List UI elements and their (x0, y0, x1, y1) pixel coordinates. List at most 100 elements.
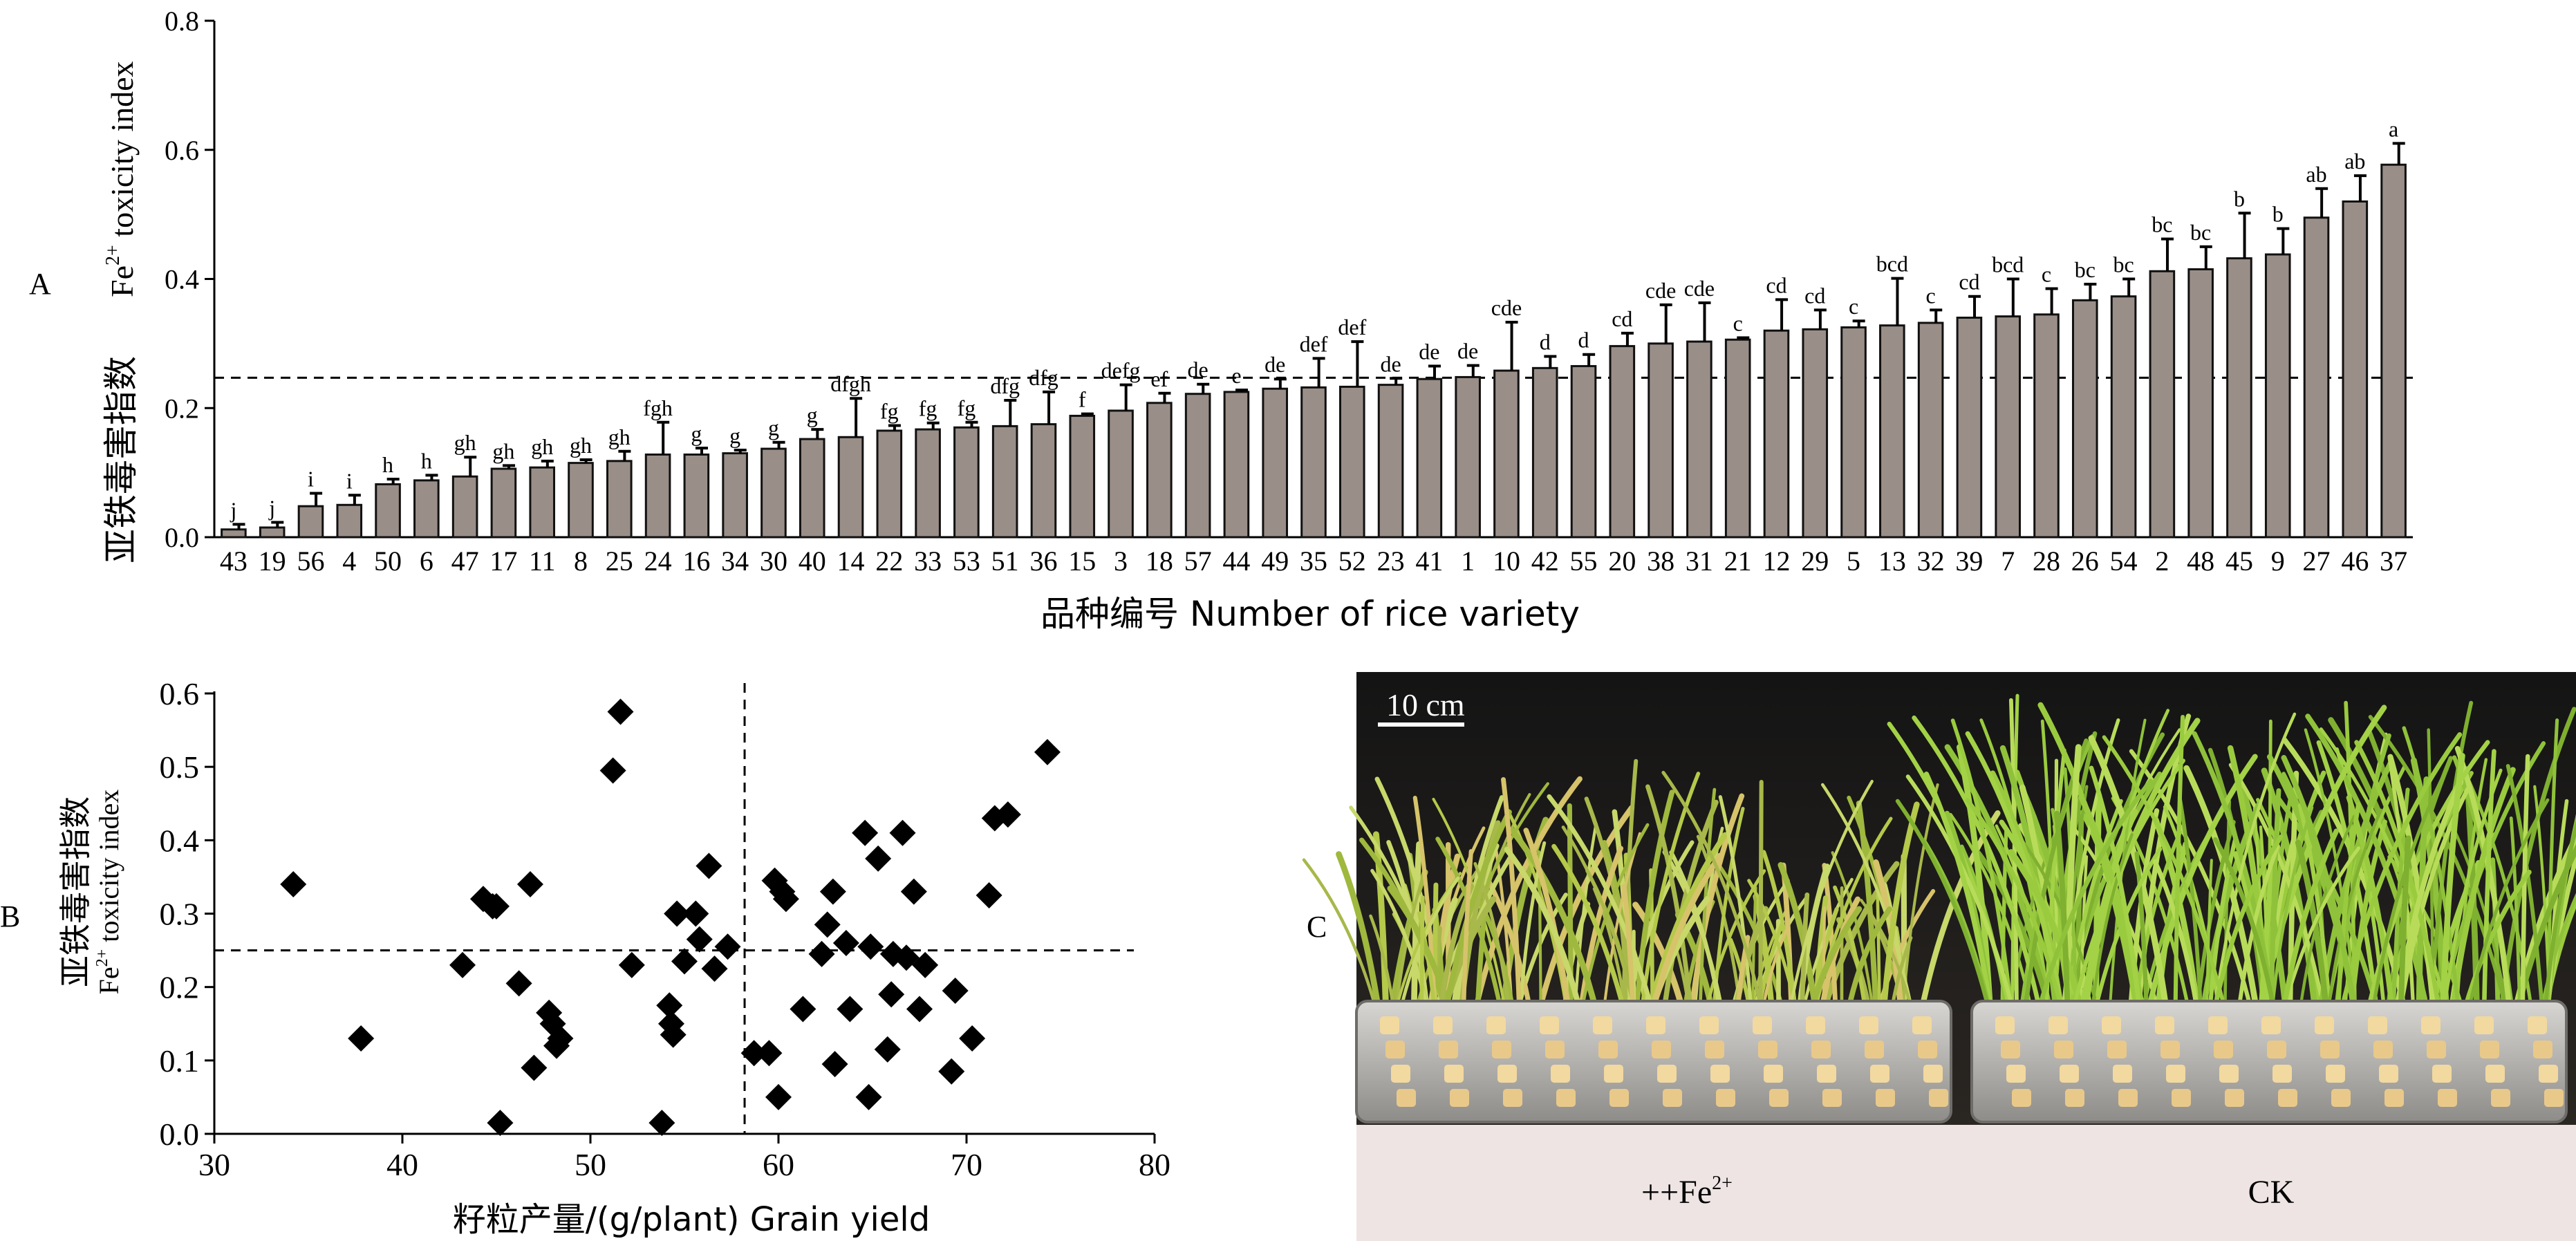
seedling-plug (2166, 1065, 2185, 1083)
panel-a-bar (568, 462, 594, 539)
panel-a-significance-letter: b (2272, 202, 2284, 227)
panel-b-point (280, 871, 307, 898)
panel-b-x-tick-label: 70 (951, 1147, 982, 1182)
panel-a-significance-letter: cd (1959, 270, 1979, 295)
seedling-plug (1646, 1016, 1665, 1034)
panel-b-ylabel-cn: 亚铁毒害指数 (57, 796, 94, 987)
panel-a-x-tick-label: 41 (1415, 545, 1443, 577)
panel-label-a: A (29, 267, 51, 301)
panel-b-point (976, 881, 1002, 908)
panel-b-point (772, 886, 799, 913)
panel-b-point (808, 940, 835, 967)
seedling-plug (2172, 1089, 2191, 1107)
seedling-plug (2225, 1089, 2244, 1107)
panel-a-significance-letter: de (1188, 357, 1208, 382)
seedling-plug (1609, 1089, 1629, 1107)
seedling-plug (2320, 1041, 2340, 1058)
seedling-plug (1380, 1016, 1399, 1034)
panel-a-bar (451, 475, 478, 539)
seedling-plug (1705, 1041, 1724, 1058)
seedling-plug (2118, 1089, 2138, 1107)
panel-b-point (832, 929, 859, 956)
panel-a-significance-letter: dfg (1029, 365, 1058, 390)
panel-b-point (487, 1110, 514, 1137)
panel-a-x-tick-label: 54 (2110, 545, 2138, 577)
panel-b-x-tick-label: 60 (763, 1147, 794, 1182)
seedling-plug (1486, 1016, 1506, 1034)
panel-a-bar (722, 452, 748, 539)
panel-a-x-tick-label: 26 (2071, 545, 2099, 577)
panel-a-bar (1531, 366, 1558, 539)
panel-b-point (1034, 738, 1061, 765)
panel-a-x-tick-label: 7 (2001, 545, 2015, 577)
panel-b-point (660, 1021, 687, 1048)
panel-a-significance-letter: de (1457, 339, 1478, 364)
seedling-leaf (2140, 754, 2258, 1038)
panel-a-significance-letter: cde (1684, 276, 1715, 301)
panel-a-ylabel-en: Fe2+ toxicity index (102, 61, 140, 297)
panel-a-bar (2110, 295, 2137, 539)
panel-a-bar (2264, 253, 2291, 539)
panel-a-x-tick-label: 16 (682, 545, 710, 577)
panel-a-x-tick-label: 12 (1762, 545, 1790, 577)
panel-a-bar (606, 460, 633, 539)
panel-b-point (714, 933, 741, 960)
seedling-plug (1753, 1016, 1772, 1034)
seedling-leaf (1645, 784, 1695, 1027)
panel-a-bar (2187, 268, 2214, 539)
panel-b-point (656, 992, 683, 1019)
panel-a-significance-letter: bc (2152, 212, 2172, 237)
seedling-plug (1540, 1016, 1559, 1034)
panel-a-y-tick-label: 0.4 (165, 264, 199, 295)
seedling-leaf (1661, 770, 1765, 1019)
panel-a-bar (1917, 321, 1944, 539)
panel-b-point (857, 933, 884, 960)
panel-a-significance-letter: bcd (1876, 252, 1908, 277)
panel-a-significance-letter: def (1300, 331, 1328, 356)
panel-a-significance-letter: ab (2344, 149, 2365, 174)
panel-a-bar (837, 436, 864, 539)
seedling-plug (2219, 1065, 2239, 1083)
panel-a-x-tick-label: 44 (1222, 545, 1250, 577)
panel-a-bar (1724, 338, 1751, 539)
panel-b-point (852, 819, 879, 846)
panel-a-significance-letter: a (2389, 116, 2398, 141)
seedling-leaf (2173, 714, 2185, 1032)
panel-a-x-tick-label: 23 (1377, 545, 1405, 577)
panel-a-bar (336, 503, 363, 539)
panel-b-point (599, 757, 626, 784)
panel-label-c: C (1307, 910, 1327, 944)
panel-a-x-tick-label: 43 (220, 545, 248, 577)
seedling-plug (1551, 1065, 1570, 1083)
panel-a-x-tick-label: 47 (451, 545, 479, 577)
panel-b-scatter-chart: B 亚铁毒害指数 Fe2+ toxicity index 0.00.10.20.… (0, 676, 1170, 1239)
panel-a-x-tick-label: 21 (1724, 545, 1752, 577)
panel-a-x-tick-label: 28 (2033, 545, 2060, 577)
panel-b-points (280, 698, 1061, 1137)
panel-a-x-tick-label: 42 (1531, 545, 1559, 577)
seedling-leaf (2542, 821, 2576, 1019)
panel-a-y-tick-label: 0.6 (165, 135, 199, 166)
seedling-plug (1397, 1089, 1416, 1107)
panel-b-point (821, 1051, 848, 1078)
panel-a-x-tick-label: 32 (1917, 545, 1945, 577)
panel-a-significance-letter: c (1733, 310, 1743, 335)
panel-a-x-tick-label: 35 (1300, 545, 1327, 577)
panel-b-point (756, 1040, 783, 1067)
seedling-plug (1876, 1089, 1895, 1107)
panel-b-y-tick-label: 0.3 (160, 897, 200, 932)
panel-a-significance-letter: fgh (643, 395, 673, 420)
panel-b-y-tick-label: 0.1 (160, 1043, 200, 1079)
panel-b-x-tick-label: 80 (1139, 1147, 1170, 1182)
panel-a-significance-letter: bc (2075, 257, 2096, 282)
panel-a-bar (2033, 313, 2060, 539)
panel-a-y-tick-label: 0.2 (165, 393, 199, 424)
panel-a-bar (1840, 326, 1867, 539)
seedling-plug (1444, 1065, 1464, 1083)
seedling-plug (2544, 1089, 2564, 1107)
control-label: CK (2248, 1174, 2295, 1211)
seedling-plug (2272, 1065, 2292, 1083)
panel-a-x-tick-label: 38 (1647, 545, 1674, 577)
seedling-leaf (1504, 846, 1585, 1023)
